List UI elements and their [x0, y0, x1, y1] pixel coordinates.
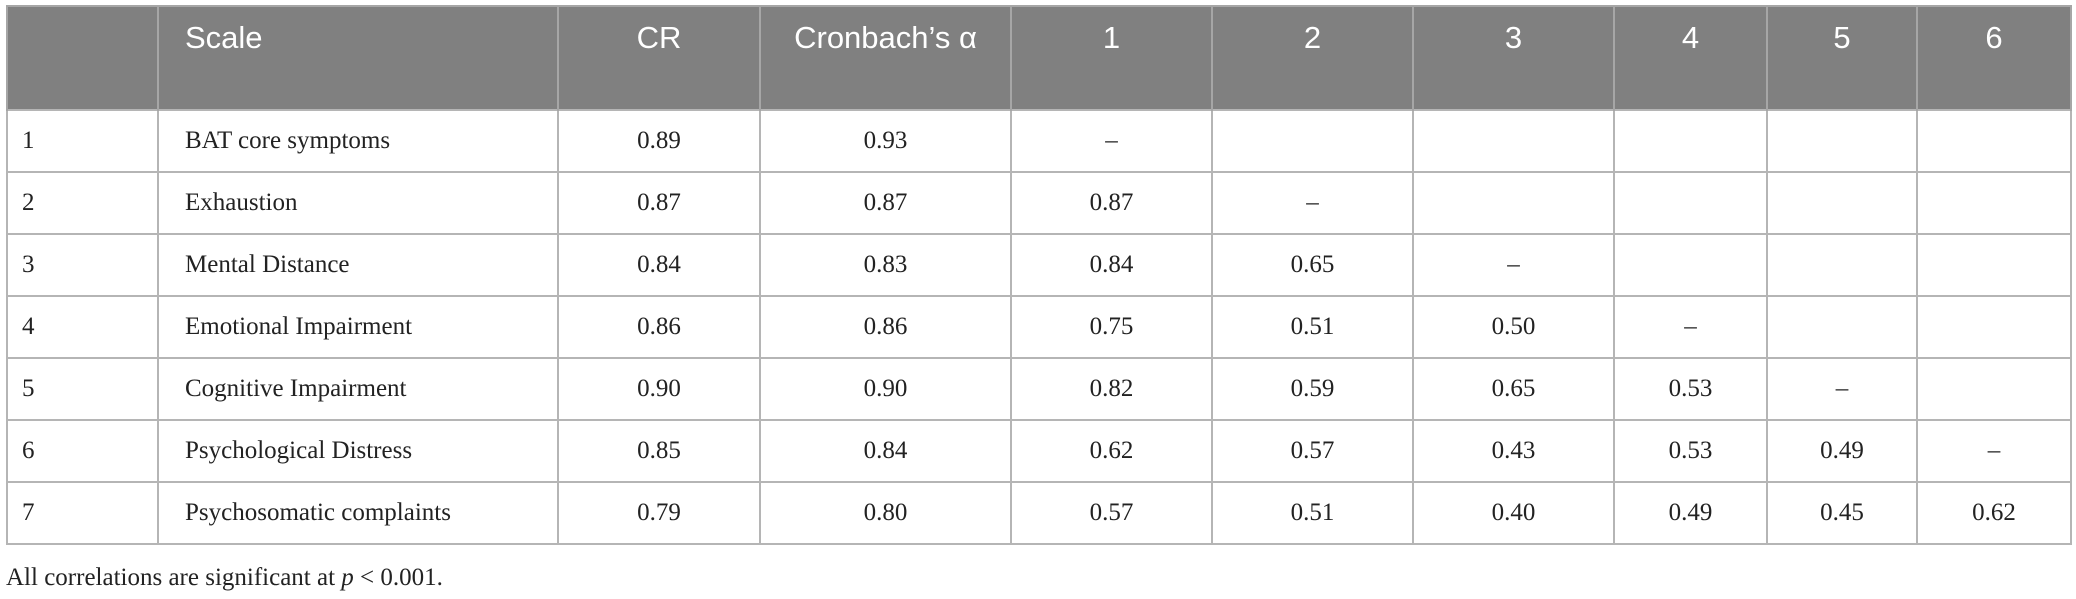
alpha-value: 0.84 [759, 419, 1012, 483]
cr-value: 0.86 [557, 295, 761, 359]
scale-name: Exhaustion [157, 171, 559, 235]
corr-cell: 0.49 [1766, 419, 1918, 483]
corr-cell: 0.40 [1412, 481, 1615, 545]
corr-cell: 0.57 [1010, 481, 1213, 545]
footnote-p-symbol: p [341, 564, 354, 591]
correlation-table: Scale CR Cronbach’s α 1 2 3 4 5 6 1 BAT … [6, 5, 2072, 545]
corr-cell: 0.87 [1010, 171, 1213, 235]
corr-cell [1916, 295, 2072, 359]
corr-cell: 0.53 [1613, 419, 1768, 483]
header-cronbach-alpha: Cronbach’s α [759, 5, 1012, 110]
cr-value: 0.79 [557, 481, 761, 545]
corr-cell [1916, 109, 2072, 173]
row-index: 7 [6, 481, 159, 545]
row-index: 5 [6, 357, 159, 421]
row-index: 3 [6, 233, 159, 297]
row-index: 1 [6, 109, 159, 173]
table-row: 5 Cognitive Impairment 0.90 0.90 0.82 0.… [6, 357, 2072, 421]
alpha-value: 0.83 [759, 233, 1012, 297]
cr-value: 0.87 [557, 171, 761, 235]
scale-name: Psychosomatic complaints [157, 481, 559, 545]
corr-cell: 0.57 [1211, 419, 1414, 483]
corr-cell: 0.45 [1766, 481, 1918, 545]
corr-cell: 0.75 [1010, 295, 1213, 359]
corr-cell: 0.62 [1010, 419, 1213, 483]
corr-cell [1613, 233, 1768, 297]
corr-cell: 0.43 [1412, 419, 1615, 483]
alpha-value: 0.93 [759, 109, 1012, 173]
table-row: 2 Exhaustion 0.87 0.87 0.87 – [6, 171, 2072, 235]
corr-cell: – [1412, 233, 1615, 297]
scale-name: Emotional Impairment [157, 295, 559, 359]
corr-cell: 0.51 [1211, 295, 1414, 359]
corr-cell: 0.53 [1613, 357, 1768, 421]
header-cr: CR [557, 5, 761, 110]
row-index: 2 [6, 171, 159, 235]
corr-cell [1412, 171, 1615, 235]
cr-value: 0.89 [557, 109, 761, 173]
alpha-value: 0.87 [759, 171, 1012, 235]
corr-cell [1211, 109, 1414, 173]
table-header-row: Scale CR Cronbach’s α 1 2 3 4 5 6 [6, 5, 2072, 110]
header-col-1: 1 [1010, 5, 1213, 110]
corr-cell: – [1211, 171, 1414, 235]
corr-cell [1916, 357, 2072, 421]
alpha-value: 0.80 [759, 481, 1012, 545]
table-row: 3 Mental Distance 0.84 0.83 0.84 0.65 – [6, 233, 2072, 297]
footnote-prefix: All correlations are significant at [6, 564, 342, 591]
scale-name: BAT core symptoms [157, 109, 559, 173]
header-col-4: 4 [1613, 5, 1768, 110]
table-row: 7 Psychosomatic complaints 0.79 0.80 0.5… [6, 481, 2072, 545]
corr-cell: – [1613, 295, 1768, 359]
corr-cell: 0.51 [1211, 481, 1414, 545]
corr-cell: 0.49 [1613, 481, 1768, 545]
corr-cell: – [1010, 109, 1213, 173]
header-scale: Scale [157, 5, 559, 110]
corr-cell: 0.84 [1010, 233, 1213, 297]
alpha-value: 0.86 [759, 295, 1012, 359]
corr-cell: – [1766, 357, 1918, 421]
corr-cell: 0.50 [1412, 295, 1615, 359]
corr-cell: 0.65 [1211, 233, 1414, 297]
corr-cell: – [1916, 419, 2072, 483]
corr-cell: 0.59 [1211, 357, 1414, 421]
header-col-2: 2 [1211, 5, 1414, 110]
correlation-table-container: Scale CR Cronbach’s α 1 2 3 4 5 6 1 BAT … [6, 5, 2072, 545]
corr-cell [1916, 171, 2072, 235]
alpha-value: 0.90 [759, 357, 1012, 421]
footnote-suffix: < 0.001. [353, 564, 443, 591]
corr-cell [1916, 233, 2072, 297]
corr-cell: 0.82 [1010, 357, 1213, 421]
row-index: 6 [6, 419, 159, 483]
corr-cell [1766, 295, 1918, 359]
scale-name: Cognitive Impairment [157, 357, 559, 421]
corr-cell [1766, 171, 1918, 235]
scale-name: Psychological Distress [157, 419, 559, 483]
header-col-6: 6 [1916, 5, 2072, 110]
corr-cell [1766, 233, 1918, 297]
row-index: 4 [6, 295, 159, 359]
scale-name: Mental Distance [157, 233, 559, 297]
table-row: 4 Emotional Impairment 0.86 0.86 0.75 0.… [6, 295, 2072, 359]
corr-cell [1613, 109, 1768, 173]
header-col-3: 3 [1412, 5, 1615, 110]
cr-value: 0.84 [557, 233, 761, 297]
table-row: 6 Psychological Distress 0.85 0.84 0.62 … [6, 419, 2072, 483]
corr-cell [1613, 171, 1768, 235]
corr-cell [1766, 109, 1918, 173]
corr-cell: 0.62 [1916, 481, 2072, 545]
header-index [6, 5, 159, 110]
header-col-5: 5 [1766, 5, 1918, 110]
cr-value: 0.90 [557, 357, 761, 421]
corr-cell: 0.65 [1412, 357, 1615, 421]
cr-value: 0.85 [557, 419, 761, 483]
table-footnote: All correlations are significant at p < … [6, 564, 443, 592]
corr-cell [1412, 109, 1615, 173]
table-row: 1 BAT core symptoms 0.89 0.93 – [6, 109, 2072, 173]
